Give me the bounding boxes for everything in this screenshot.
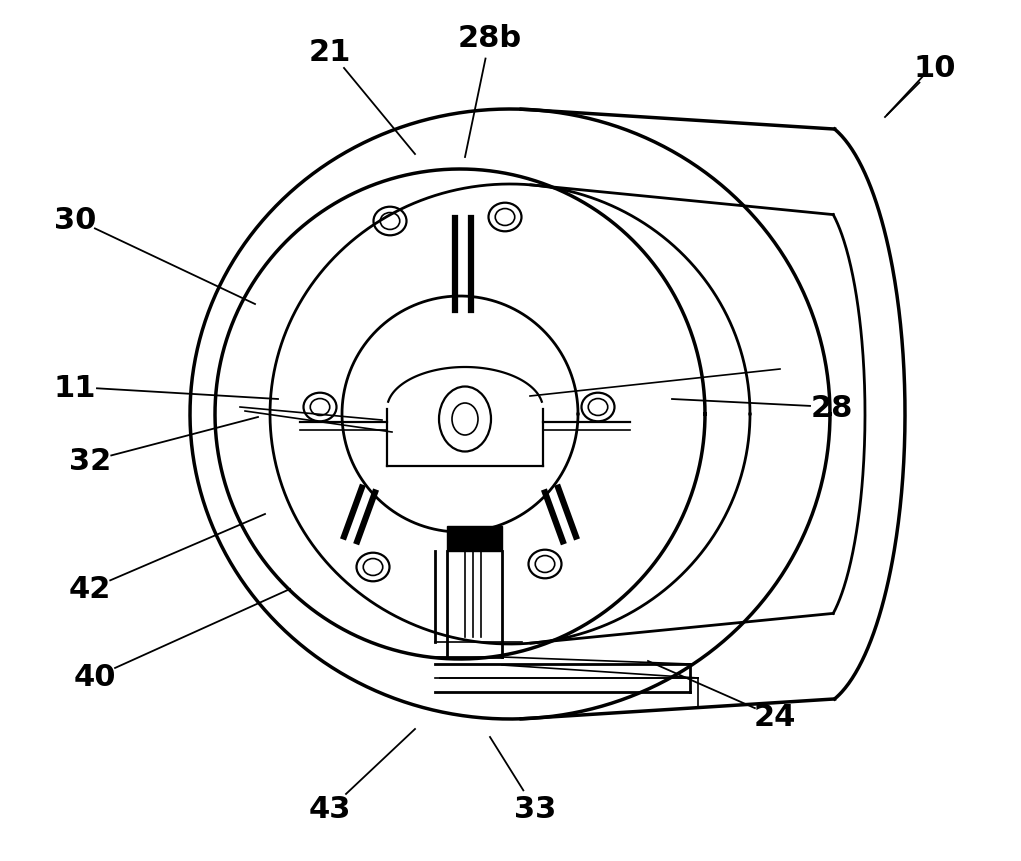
Polygon shape	[447, 526, 502, 551]
Text: 28b: 28b	[458, 23, 522, 53]
Text: 11: 11	[54, 373, 96, 402]
Text: 28: 28	[811, 393, 854, 422]
Text: 32: 32	[68, 447, 111, 476]
Text: 10: 10	[914, 53, 957, 83]
Text: 30: 30	[54, 205, 96, 234]
Text: 33: 33	[514, 795, 556, 823]
Text: 42: 42	[68, 575, 111, 604]
Text: 40: 40	[74, 663, 116, 691]
Text: 24: 24	[753, 703, 796, 732]
Text: 21: 21	[308, 38, 351, 66]
Text: 43: 43	[308, 795, 351, 823]
